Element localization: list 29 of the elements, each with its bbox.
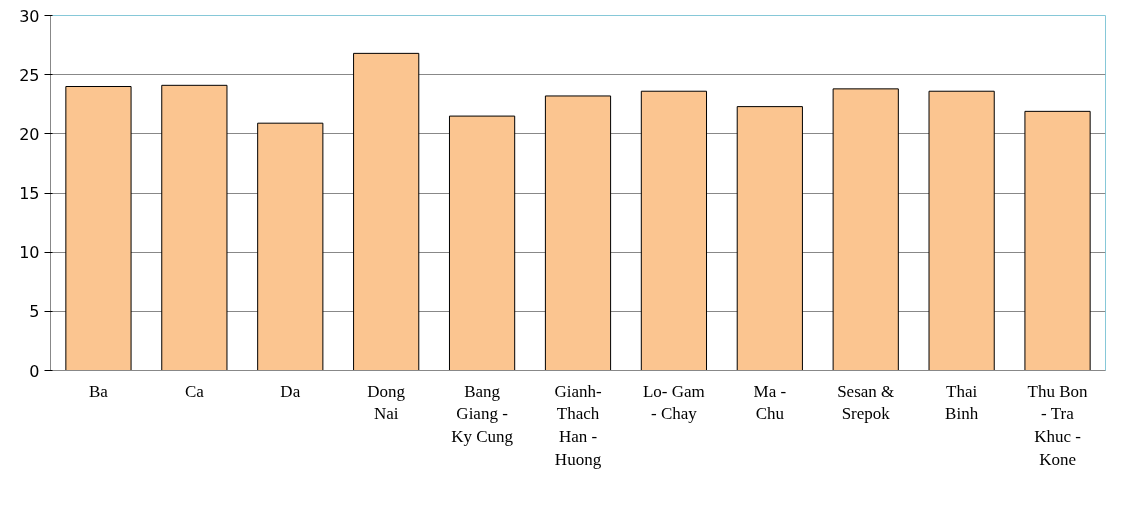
y-tick-label: 10 <box>19 243 40 263</box>
bar <box>353 52 420 371</box>
bar <box>640 90 708 371</box>
bar <box>257 122 324 371</box>
x-tick-label: Bang Giang - Ky Cung <box>451 381 514 447</box>
x-tick-label: Dong Nai <box>367 381 406 424</box>
bar <box>736 106 803 371</box>
x-tick-label: Ma - Chu <box>753 381 787 424</box>
x-tick-label: Gianh- Thach Han - Huong <box>554 381 602 469</box>
y-tick-label: 30 <box>19 6 40 26</box>
bar <box>544 95 612 371</box>
x-tick-label: Sesan & Srepok <box>837 381 895 424</box>
bar <box>1024 110 1091 371</box>
x-tick-label: Thu Bon - Tra Khuc - Kone <box>1027 381 1089 469</box>
bar <box>928 90 995 371</box>
x-tick-label: Ba <box>89 381 109 401</box>
bar <box>832 88 899 371</box>
y-tick-label: 5 <box>29 302 40 322</box>
x-tick-label: Ca <box>184 381 205 401</box>
x-tick-label: Thai Binh <box>945 381 979 424</box>
bar <box>448 115 516 371</box>
bar <box>161 84 228 371</box>
bar <box>65 86 132 371</box>
y-tick-label: 0 <box>29 361 40 381</box>
y-tick-label: 20 <box>19 124 40 144</box>
x-tick-label: Da <box>280 381 301 401</box>
y-tick-label: 25 <box>19 65 40 85</box>
x-tick-label: Lo- Gam - Chay <box>642 381 705 424</box>
y-tick-label: 15 <box>19 184 40 203</box>
